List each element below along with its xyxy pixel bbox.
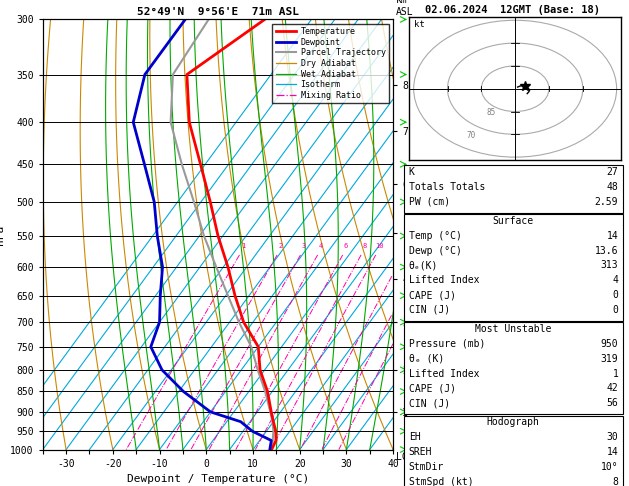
Text: K: K [409, 167, 415, 177]
Text: CAPE (J): CAPE (J) [409, 383, 456, 394]
Text: 30: 30 [606, 433, 618, 442]
Text: Temp (°C): Temp (°C) [409, 231, 462, 241]
Text: Surface: Surface [493, 216, 533, 226]
Text: 3: 3 [302, 243, 306, 249]
Text: Lifted Index: Lifted Index [409, 369, 479, 379]
Text: Most Unstable: Most Unstable [475, 324, 551, 334]
Text: EH: EH [409, 433, 421, 442]
X-axis label: Dewpoint / Temperature (°C): Dewpoint / Temperature (°C) [127, 474, 309, 484]
Text: 0: 0 [613, 290, 618, 300]
Text: 0: 0 [613, 305, 618, 315]
Text: Lifted Index: Lifted Index [409, 275, 479, 285]
Text: 2.59: 2.59 [595, 197, 618, 207]
Text: 14: 14 [606, 231, 618, 241]
Text: 8: 8 [613, 477, 618, 486]
Text: LCL: LCL [396, 452, 414, 462]
Text: 8: 8 [362, 243, 367, 249]
Text: 4: 4 [319, 243, 323, 249]
Text: 02.06.2024  12GMT (Base: 18): 02.06.2024 12GMT (Base: 18) [425, 5, 601, 15]
Text: Dewp (°C): Dewp (°C) [409, 246, 462, 256]
Text: Hodograph: Hodograph [486, 417, 540, 428]
Text: 4: 4 [613, 275, 618, 285]
Text: CAPE (J): CAPE (J) [409, 290, 456, 300]
Text: Totals Totals: Totals Totals [409, 182, 485, 192]
Text: 10: 10 [375, 243, 383, 249]
Text: θₑ (K): θₑ (K) [409, 354, 444, 364]
Text: 950: 950 [601, 339, 618, 349]
Text: 10°: 10° [601, 462, 618, 472]
Text: 14: 14 [606, 447, 618, 457]
Text: 1: 1 [613, 369, 618, 379]
Text: 6: 6 [344, 243, 348, 249]
Text: km
ASL: km ASL [396, 0, 414, 17]
Text: CIN (J): CIN (J) [409, 305, 450, 315]
Text: 1: 1 [241, 243, 245, 249]
Y-axis label: hPa: hPa [0, 225, 4, 244]
Text: 70: 70 [467, 131, 476, 139]
Text: StmSpd (kt): StmSpd (kt) [409, 477, 474, 486]
Legend: Temperature, Dewpoint, Parcel Trajectory, Dry Adiabat, Wet Adiabat, Isotherm, Mi: Temperature, Dewpoint, Parcel Trajectory… [272, 24, 389, 103]
Text: 85: 85 [486, 108, 496, 117]
Text: kt: kt [414, 20, 425, 29]
Text: Pressure (mb): Pressure (mb) [409, 339, 485, 349]
Text: PW (cm): PW (cm) [409, 197, 450, 207]
Text: StmDir: StmDir [409, 462, 444, 472]
Text: 42: 42 [606, 383, 618, 394]
Text: θₑ(K): θₑ(K) [409, 260, 438, 271]
Text: 52°49'N  9°56'E  71m ASL: 52°49'N 9°56'E 71m ASL [137, 7, 299, 17]
Text: 2: 2 [279, 243, 283, 249]
Text: 13.6: 13.6 [595, 246, 618, 256]
Text: SREH: SREH [409, 447, 432, 457]
Text: 27: 27 [606, 167, 618, 177]
Text: 319: 319 [601, 354, 618, 364]
Text: 48: 48 [606, 182, 618, 192]
Text: 56: 56 [606, 399, 618, 408]
Text: CIN (J): CIN (J) [409, 399, 450, 408]
Text: 313: 313 [601, 260, 618, 271]
